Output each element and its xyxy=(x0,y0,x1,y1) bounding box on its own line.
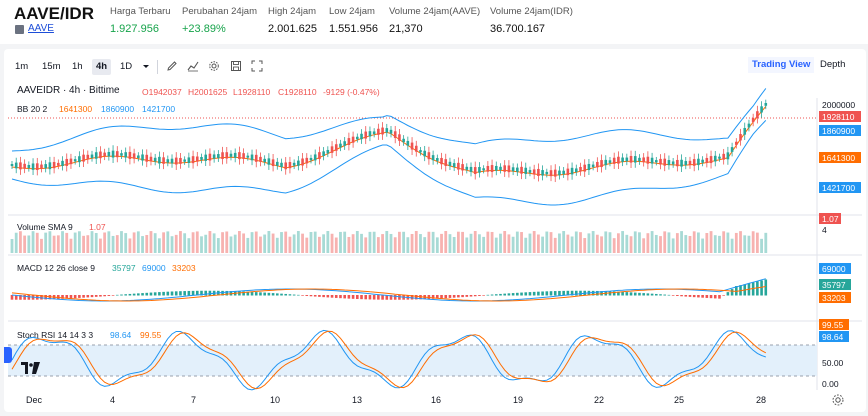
tab-depth[interactable]: Depth xyxy=(820,59,846,70)
x-tick-7: 7 xyxy=(191,395,197,405)
x-tick-dec: Dec xyxy=(26,395,43,405)
pair-link[interactable]: AAVE xyxy=(28,23,54,34)
interval-1m[interactable]: 1m xyxy=(15,61,29,72)
stoch-label: Stoch RSI 14 14 3 3 xyxy=(17,330,94,340)
indicators-icon[interactable] xyxy=(187,60,199,72)
x-tick-22: 22 xyxy=(594,395,605,405)
fullscreen-icon[interactable] xyxy=(251,60,263,72)
bb-upper-value: 1860900 xyxy=(101,104,135,114)
stoch-k-value: 98.64 xyxy=(110,330,132,340)
draw-pencil-icon[interactable] xyxy=(166,60,178,72)
bb-mid-value: 1641300 xyxy=(59,104,93,114)
ohlc-change: -9129 (-0.47%) xyxy=(323,87,380,97)
stat-volume-idr: Volume 24jam(IDR) 36.700.167 xyxy=(490,6,573,35)
interval-dropdown-icon[interactable] xyxy=(140,60,152,72)
x-tick-10: 10 xyxy=(270,395,281,405)
x-tick-19: 19 xyxy=(513,395,524,405)
macd-value: 69000 xyxy=(142,263,166,273)
bb-lower-value: 1421700 xyxy=(142,104,176,114)
settings-gear-icon[interactable] xyxy=(208,60,220,72)
ohlc-high: H2001625 xyxy=(188,87,228,97)
macd-label: MACD 12 26 close 9 xyxy=(17,263,95,273)
ohlc-close: C1928110 xyxy=(278,87,317,97)
save-icon[interactable] xyxy=(230,60,242,72)
x-tick-25: 25 xyxy=(674,395,685,405)
x-tick-4: 4 xyxy=(110,395,116,405)
volume-label: Volume SMA 9 xyxy=(17,222,73,232)
interval-1d[interactable]: 1D xyxy=(120,61,133,72)
x-tick-28: 28 xyxy=(756,395,767,405)
stat-high-24h: High 24jam 2.001.625 xyxy=(268,6,317,35)
tab-trading-view[interactable]: Trading View xyxy=(748,57,815,73)
toolbar-divider xyxy=(157,60,158,74)
stat-last-price: Harga Terbaru 1.927.956 xyxy=(110,6,171,35)
interval-4h[interactable]: 4h xyxy=(92,59,112,75)
collapse-panel-handle[interactable] xyxy=(4,347,12,363)
chart-settings-icon[interactable] xyxy=(831,393,845,407)
symbol-line: AAVEIDR · 4h · Bittime xyxy=(17,85,120,96)
stat-low-24h: Low 24jam 1.551.956 xyxy=(329,6,378,35)
x-tick-16: 16 xyxy=(431,395,442,405)
macd-hist-value: 35797 xyxy=(112,263,136,273)
bb-label: BB 20 2 xyxy=(17,104,48,114)
x-tick-13: 13 xyxy=(352,395,363,405)
market-header: AAVE/IDR AAVE Harga Terbaru 1.927.956 Pe… xyxy=(0,0,868,44)
macd-signal-value: 33203 xyxy=(172,263,196,273)
coin-icon xyxy=(15,25,24,34)
ohlc-open: O1942037 xyxy=(142,87,182,97)
volume-value: 1.07 xyxy=(89,222,106,232)
stat-change-24h: Perubahan 24jam +23.89% xyxy=(182,6,257,35)
tradingview-logo xyxy=(21,361,41,375)
interval-15m[interactable]: 15m xyxy=(42,61,61,72)
stoch-d-value: 99.55 xyxy=(140,330,162,340)
pair-title: AAVE/IDR xyxy=(14,4,94,23)
ohlc-low: L1928110 xyxy=(233,87,271,97)
stat-volume-aave: Volume 24jam(AAVE) 21,370 xyxy=(389,6,481,35)
interval-1h[interactable]: 1h xyxy=(72,61,83,72)
